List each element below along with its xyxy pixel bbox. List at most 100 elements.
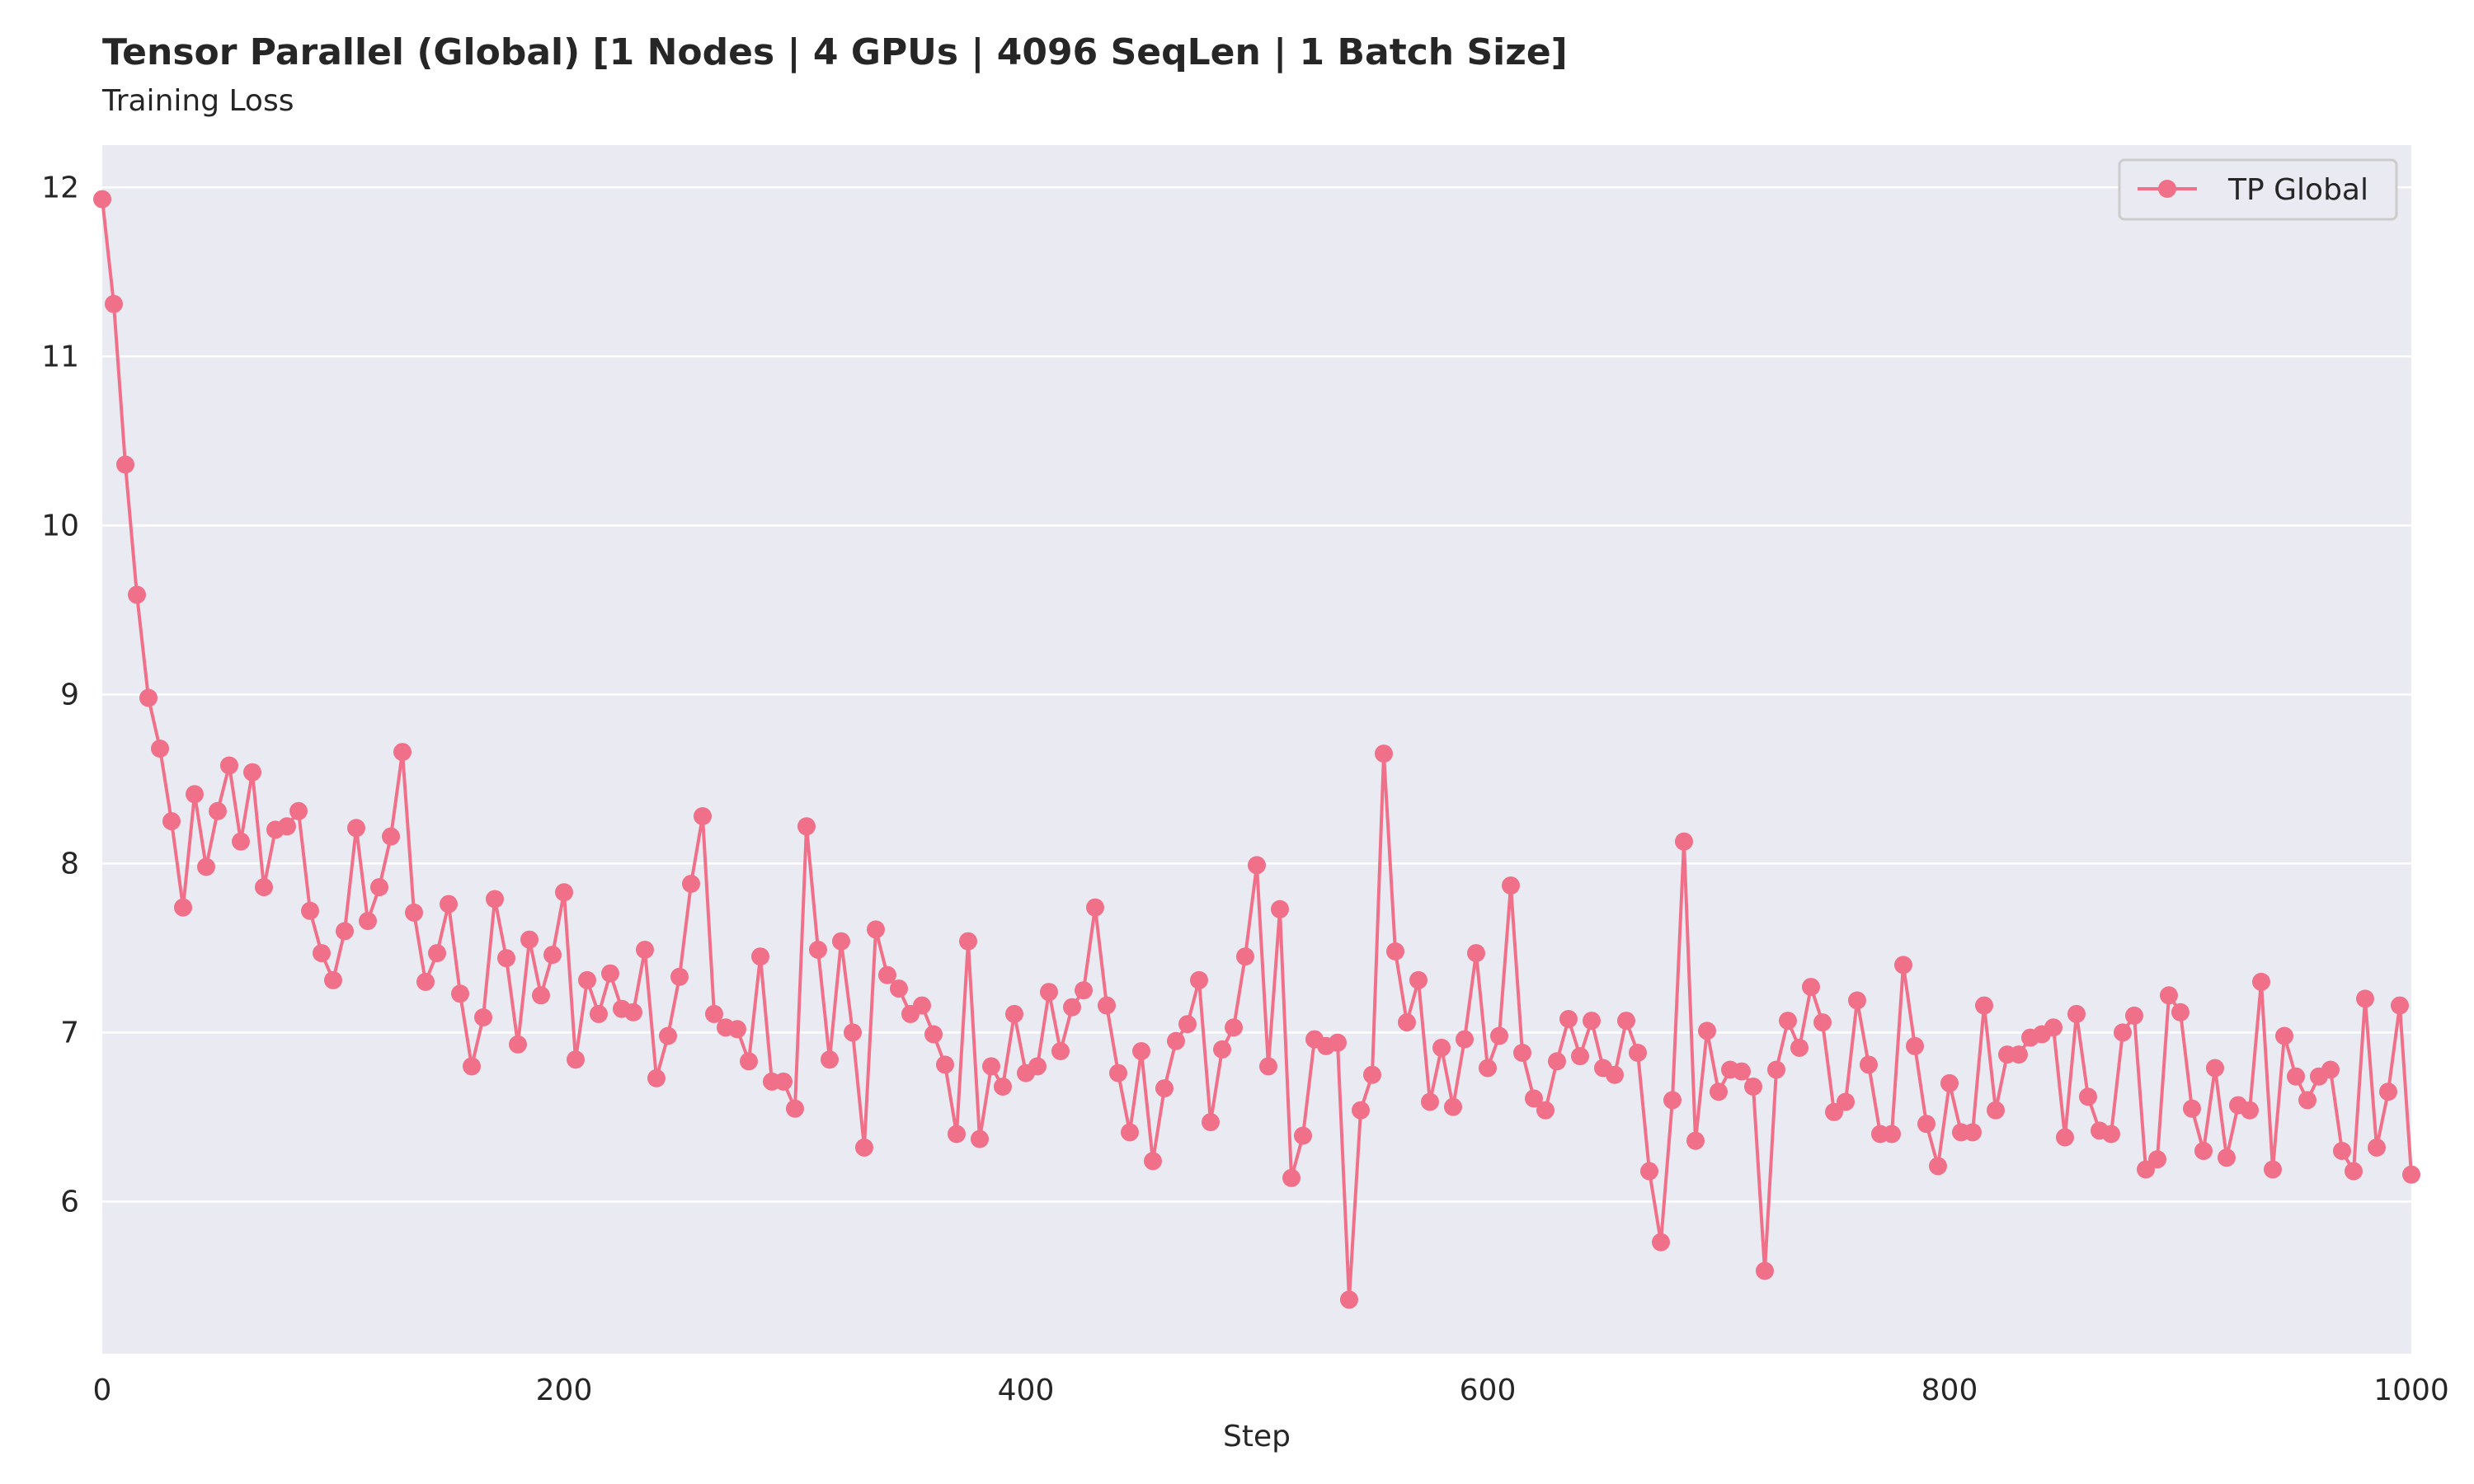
- series-group-0: [93, 190, 2420, 1309]
- data-point: [1894, 956, 1912, 974]
- y-tick-label: 6: [60, 1185, 79, 1219]
- plot-area: [102, 145, 2411, 1354]
- data-point: [2333, 1142, 2351, 1160]
- data-point: [1340, 1290, 1358, 1309]
- series-group: [93, 190, 2420, 1309]
- data-point: [151, 740, 169, 758]
- data-point: [2206, 1059, 2224, 1078]
- data-point: [624, 1003, 642, 1021]
- data-point: [821, 1050, 839, 1069]
- y-tick-label: 9: [60, 678, 79, 711]
- chart-title: Tensor Parallel (Global) [1 Nodes | 4 GP…: [102, 31, 1568, 73]
- data-point: [393, 743, 412, 762]
- data-point: [1756, 1261, 1774, 1280]
- data-point: [2125, 1006, 2143, 1025]
- data-point: [1467, 944, 1485, 963]
- data-point: [1202, 1113, 1220, 1132]
- data-point: [232, 832, 250, 851]
- data-point: [1917, 1115, 1935, 1134]
- data-point: [1675, 832, 1693, 851]
- data-point: [347, 819, 365, 838]
- data-point: [659, 1026, 677, 1045]
- data-point: [1421, 1092, 1439, 1111]
- data-point: [797, 817, 816, 836]
- data-point: [1525, 1089, 1543, 1108]
- data-point: [301, 901, 319, 920]
- data-point: [1790, 1038, 1808, 1057]
- data-point: [543, 946, 562, 965]
- data-point: [774, 1072, 793, 1091]
- data-point: [278, 817, 296, 836]
- data-point: [1779, 1012, 1797, 1031]
- data-point: [1121, 1123, 1139, 1142]
- data-point: [740, 1052, 758, 1071]
- data-point: [1964, 1123, 1982, 1142]
- data-point: [2379, 1082, 2397, 1101]
- data-point: [2345, 1162, 2363, 1181]
- data-point: [971, 1129, 989, 1148]
- data-point: [2356, 989, 2374, 1008]
- data-point: [186, 785, 204, 804]
- data-point: [1883, 1125, 1901, 1144]
- data-point: [1571, 1047, 1589, 1066]
- data-point: [1363, 1065, 1381, 1084]
- data-point: [2241, 1101, 2259, 1120]
- data-point: [1144, 1152, 1162, 1171]
- data-point: [948, 1125, 966, 1144]
- data-point: [982, 1057, 1000, 1076]
- data-point: [959, 932, 977, 951]
- data-point: [647, 1068, 666, 1087]
- data-point: [382, 827, 400, 846]
- x-tick-label: 600: [1460, 1374, 1517, 1407]
- data-point: [1767, 1060, 1785, 1079]
- data-point: [2194, 1142, 2213, 1160]
- data-point: [867, 920, 885, 939]
- data-point: [1848, 991, 1866, 1010]
- data-point: [1940, 1073, 1959, 1092]
- data-point: [405, 903, 423, 922]
- data-point: [1386, 942, 1404, 960]
- data-point: [1559, 1010, 1578, 1028]
- x-tick-label: 0: [93, 1374, 112, 1407]
- data-point: [243, 763, 261, 782]
- data-point: [128, 585, 146, 604]
- data-point: [1109, 1064, 1127, 1082]
- legend-entry-label: TP Global: [2227, 173, 2368, 207]
- data-point: [451, 984, 469, 1003]
- data-point: [1444, 1097, 1462, 1116]
- data-point: [1987, 1101, 2005, 1120]
- data-point: [855, 1138, 873, 1157]
- data-point: [1502, 876, 1520, 895]
- data-point: [2056, 1128, 2074, 1147]
- data-point: [601, 964, 619, 983]
- data-point: [1178, 1015, 1197, 1034]
- data-point: [1860, 1055, 1878, 1074]
- y-tick-label: 11: [41, 340, 79, 373]
- data-point: [1640, 1162, 1658, 1181]
- data-point: [682, 875, 700, 893]
- y-tick-label: 12: [41, 171, 79, 204]
- data-point: [2298, 1091, 2316, 1110]
- data-point: [1225, 1018, 1243, 1037]
- data-point: [567, 1050, 585, 1069]
- data-point: [2044, 1018, 2062, 1037]
- x-tick-label: 200: [536, 1374, 593, 1407]
- data-point: [1248, 856, 1266, 875]
- y-tick-label: 8: [60, 847, 79, 881]
- data-point: [578, 970, 596, 989]
- data-point: [1536, 1101, 1554, 1120]
- y-axis-ticks: 6 7 8 9 10 11 12: [41, 171, 79, 1219]
- data-point: [324, 970, 342, 989]
- data-point: [844, 1023, 862, 1042]
- data-point: [1456, 1030, 1474, 1049]
- data-point: [105, 294, 123, 313]
- data-point: [1028, 1057, 1047, 1076]
- legend-box: [2118, 158, 2398, 221]
- data-point: [532, 986, 550, 1005]
- data-point: [428, 944, 446, 963]
- data-point: [1698, 1021, 1716, 1040]
- data-point: [1733, 1062, 1751, 1081]
- data-point: [1075, 981, 1093, 1000]
- data-point: [1086, 898, 1104, 917]
- data-point: [1710, 1082, 1728, 1101]
